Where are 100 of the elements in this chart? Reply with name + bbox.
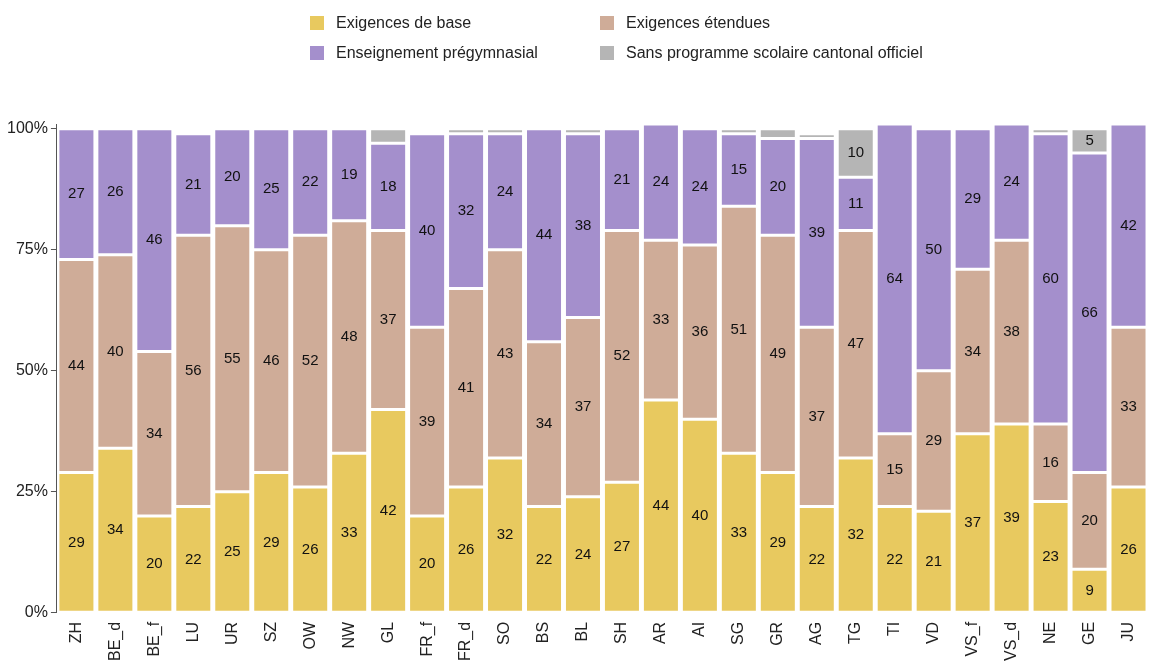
- x-tick-label: AG: [807, 621, 825, 645]
- data-label: 29: [964, 189, 981, 207]
- x-tick-label: BL: [573, 621, 591, 642]
- data-label: 23: [1042, 547, 1059, 565]
- x-tick-label: FR_f: [417, 621, 436, 657]
- x-tick-label: NE: [1040, 621, 1058, 645]
- x-tick-label: FR_d: [456, 621, 475, 661]
- data-label: 10: [847, 143, 865, 161]
- x-tick-label: SO: [495, 621, 513, 645]
- x-tick-label: LU: [183, 621, 201, 643]
- data-label: 39: [1003, 508, 1020, 526]
- data-label: 42: [1120, 215, 1137, 233]
- data-label: 15: [886, 460, 904, 478]
- x-tick-label: TI: [885, 621, 903, 637]
- data-label: 19: [340, 164, 358, 182]
- data-label: 32: [496, 525, 514, 543]
- data-label: 20: [223, 167, 241, 185]
- data-label: 22: [184, 549, 202, 567]
- data-label: 55: [223, 348, 241, 366]
- data-label: 38: [574, 215, 592, 233]
- data-label: 40: [418, 220, 436, 238]
- data-label: 52: [613, 346, 631, 364]
- legend-label: Sans programme scolaire cantonal officiel: [626, 44, 923, 62]
- data-label: 51: [730, 319, 748, 337]
- data-label: 15: [730, 160, 748, 178]
- data-label: 39: [418, 411, 436, 429]
- data-label: 44: [535, 225, 553, 243]
- data-label: 34: [964, 341, 981, 359]
- x-tick-label: BE_d: [105, 621, 124, 661]
- data-label: 50: [925, 239, 943, 257]
- data-label: 64: [886, 269, 904, 287]
- data-label: 33: [340, 522, 358, 540]
- data-label: 49: [769, 344, 787, 362]
- data-label: 33: [1120, 397, 1137, 415]
- data-label: 40: [107, 341, 124, 359]
- data-label: 34: [107, 520, 124, 538]
- data-label: 52: [301, 351, 319, 369]
- x-tick-label: UR: [222, 621, 240, 645]
- data-label: 27: [613, 537, 631, 555]
- data-label: 29: [925, 431, 943, 449]
- x-tick-label: SZ: [261, 621, 279, 643]
- x-tick-label: JU: [1118, 621, 1136, 642]
- data-label: 56: [184, 360, 202, 378]
- data-label: 24: [691, 177, 709, 195]
- x-tick-label: SH: [612, 621, 630, 645]
- x-tick-label: GE: [1079, 621, 1097, 645]
- data-label: 29: [262, 532, 280, 550]
- legend-label: Enseignement prégymnasial: [336, 44, 538, 62]
- data-label: 44: [652, 496, 670, 514]
- x-tick-label: VD: [924, 621, 942, 645]
- x-tick-label: OW: [300, 620, 318, 650]
- y-tick-label: 25%: [15, 482, 48, 500]
- x-tick-label: AI: [690, 621, 708, 637]
- y-tick-label: 100%: [7, 119, 48, 137]
- data-label: 24: [652, 172, 670, 190]
- y-tick-label: 50%: [15, 361, 48, 379]
- data-label: 11: [847, 194, 864, 211]
- x-tick-label: VS_d: [1002, 621, 1021, 661]
- x-tick-label: BE_f: [144, 621, 163, 657]
- x-tick-label: SG: [729, 621, 747, 645]
- data-label: 20: [418, 554, 436, 572]
- data-label: 47: [847, 334, 865, 352]
- data-label: 22: [808, 549, 826, 567]
- data-label: 32: [847, 525, 865, 543]
- data-label: 26: [1120, 539, 1137, 557]
- data-label: 27: [68, 184, 85, 202]
- x-tick-label: VS_f: [963, 621, 982, 657]
- data-label: 25: [223, 542, 241, 560]
- data-label: 33: [730, 522, 748, 540]
- data-label: 21: [613, 169, 631, 187]
- data-label: 34: [146, 423, 163, 441]
- data-label: 48: [340, 327, 358, 345]
- data-label: 24: [574, 544, 592, 562]
- data-label: 37: [808, 406, 826, 424]
- data-label: 34: [535, 414, 553, 432]
- data-label: 33: [652, 310, 670, 328]
- data-label: 20: [769, 177, 787, 195]
- data-label: 46: [146, 230, 163, 248]
- data-label: 21: [925, 551, 943, 569]
- data-label: 18: [379, 177, 397, 195]
- data-label: 20: [1081, 511, 1098, 529]
- data-label: 22: [301, 172, 319, 190]
- data-label: 46: [262, 351, 280, 369]
- y-tick-label: 0%: [24, 603, 48, 621]
- data-label: 38: [1003, 322, 1020, 340]
- data-label: 43: [496, 344, 514, 362]
- data-label: 5: [1085, 131, 1094, 149]
- data-label: 42: [379, 501, 397, 519]
- data-label: 37: [574, 397, 592, 415]
- legend-label: Exigences étendues: [626, 14, 771, 32]
- x-tick-label: ZH: [66, 621, 84, 644]
- data-label: 44: [68, 356, 85, 374]
- data-label: 29: [769, 532, 787, 550]
- data-label: 37: [964, 513, 981, 531]
- data-label: 40: [691, 505, 709, 523]
- x-tick-label: GR: [768, 621, 786, 646]
- data-label: 24: [1003, 172, 1020, 190]
- data-label: 24: [496, 181, 514, 199]
- data-label: 29: [68, 532, 85, 550]
- data-label: 26: [301, 539, 319, 557]
